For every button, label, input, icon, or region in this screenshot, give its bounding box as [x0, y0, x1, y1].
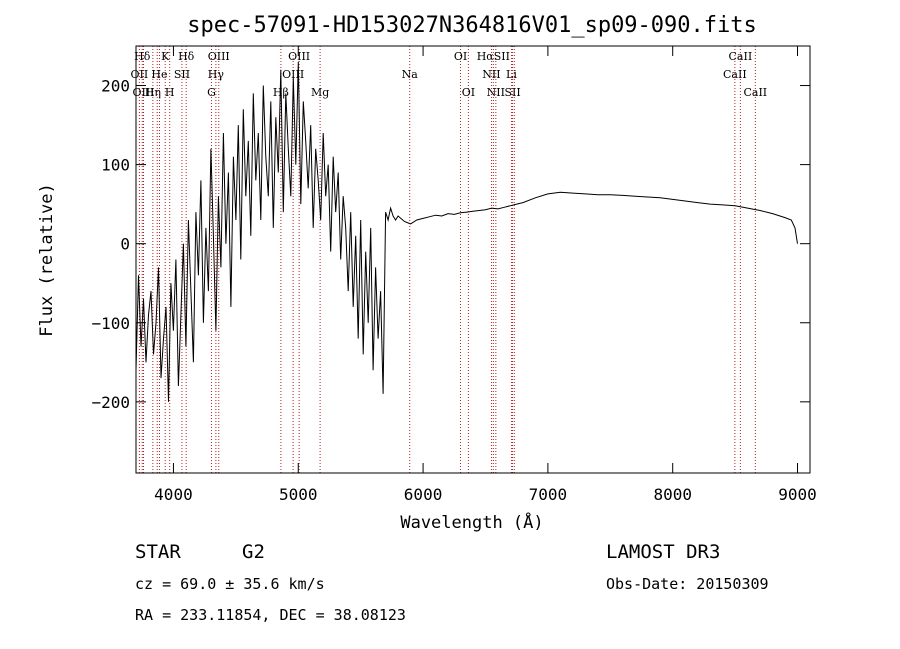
- line-marker-label: Mg: [311, 86, 329, 99]
- line-marker-label: NII: [487, 86, 505, 99]
- x-axis-label: Wavelength (Å): [400, 511, 543, 533]
- redshift-text: cz = 69.0 ± 35.6 km/s: [135, 575, 325, 593]
- line-marker-label: K: [161, 50, 170, 63]
- line-marker-label: Li: [506, 68, 517, 81]
- spectral-line-markers: [138, 46, 756, 473]
- y-axis-ticks: −200 −100 0 100 200: [91, 77, 810, 412]
- line-marker-label: SII: [504, 86, 520, 99]
- line-marker-label: OII: [131, 68, 149, 81]
- coordinates-text: RA = 233.11854, DEC = 38.08123: [135, 606, 406, 624]
- line-marker-label: CaII: [723, 68, 747, 81]
- line-marker-label: OI: [454, 50, 467, 63]
- line-marker-label: OIII: [208, 50, 230, 63]
- x-axis-ticks: 4000 5000 6000 7000 8000 9000: [154, 46, 817, 504]
- line-marker-label: HαSII: [477, 50, 510, 63]
- object-subclass: G2: [242, 541, 265, 563]
- spectral-line-labels: Hδ K Hδ OIII OIII OI HαSII CaII OII He SII Hγ OIII Na…: [131, 50, 768, 99]
- line-marker-label: H: [165, 86, 175, 99]
- spectrum-series: [135, 61, 798, 402]
- line-marker-label: G: [207, 86, 216, 99]
- survey-name: LAMOST DR3: [606, 541, 720, 563]
- line-marker-label: CaII: [743, 86, 767, 99]
- observation-date: Obs-Date: 20150309: [606, 575, 769, 593]
- x-tick-label: 6000: [404, 485, 443, 504]
- plot-frame: [135, 45, 811, 474]
- line-marker-label: SII: [174, 68, 190, 81]
- x-tick-label: 8000: [653, 485, 692, 504]
- y-tick-label: 0: [120, 235, 130, 254]
- line-marker-label: Hδ: [178, 50, 195, 63]
- y-axis-label: Flux (relative): [37, 183, 57, 337]
- line-marker-label: OIII: [288, 50, 310, 63]
- line-marker-label: CaII: [729, 50, 753, 63]
- x-tick-label: 5000: [279, 485, 318, 504]
- line-marker-label: OIII: [132, 86, 154, 99]
- line-marker-label: Na: [402, 68, 419, 81]
- line-marker-label: He: [151, 68, 167, 81]
- x-tick-label: 4000: [154, 485, 193, 504]
- x-tick-label: 9000: [778, 485, 817, 504]
- line-marker-label: OI: [462, 86, 475, 99]
- y-tick-label: 200: [101, 77, 130, 96]
- y-tick-label: −100: [91, 314, 130, 333]
- object-type: STAR: [135, 541, 181, 563]
- line-marker-label: NII: [482, 68, 500, 81]
- y-tick-label: 100: [101, 156, 130, 175]
- series-line: [135, 61, 798, 402]
- y-tick-label: −200: [91, 393, 130, 412]
- x-tick-label: 7000: [529, 485, 568, 504]
- line-marker-label: Hη: [145, 86, 161, 99]
- line-marker-label: Hδ: [134, 50, 151, 63]
- chart-title: spec-57091-HD153027N364816V01_sp09-090.f…: [187, 13, 757, 38]
- line-marker-label: Hγ: [208, 68, 225, 81]
